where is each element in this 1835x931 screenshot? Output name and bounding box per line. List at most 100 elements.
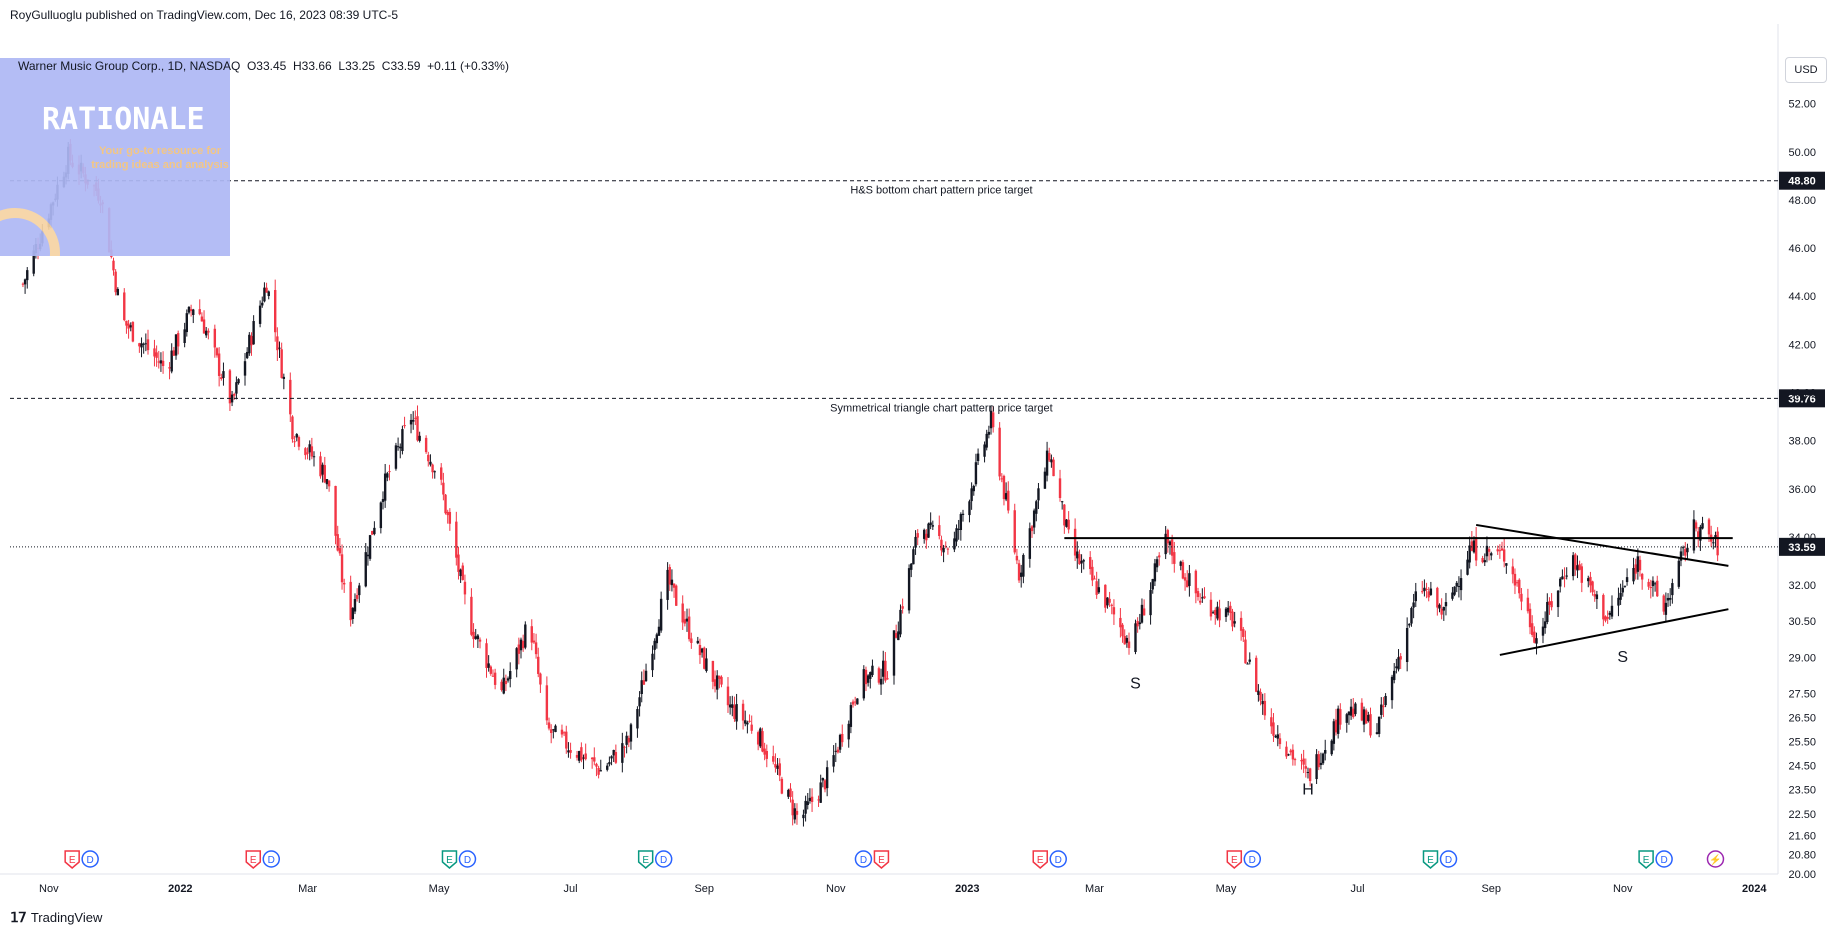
candle-body — [1395, 666, 1398, 669]
chart-svg[interactable]: H&S bottom chart pattern price target 48.… — [0, 24, 1835, 904]
hline-label-0: H&S bottom chart pattern price target — [850, 185, 1032, 197]
tradingview-footer[interactable]: 𝟣𝟩 TradingView — [10, 909, 102, 926]
y-tick-label: 34.00 — [1788, 532, 1816, 544]
candle-body — [614, 752, 618, 763]
candle-body — [351, 608, 355, 620]
candle-body — [1483, 560, 1486, 563]
candle-body — [897, 631, 900, 641]
candle-body — [1604, 616, 1607, 621]
candle-body — [1211, 612, 1215, 614]
candle-body — [545, 685, 549, 721]
candle-body — [440, 467, 443, 480]
candle-body — [776, 765, 779, 769]
candle-body — [886, 678, 889, 680]
event-letter: E — [878, 855, 885, 866]
candle-body — [424, 437, 428, 453]
candle-body — [414, 417, 417, 419]
candle-body — [1474, 537, 1478, 561]
candle-body — [1459, 578, 1463, 591]
candle-body — [1173, 552, 1176, 564]
candle-body — [1589, 576, 1592, 586]
candle-body — [959, 514, 963, 530]
candle-body — [711, 660, 715, 682]
candle-body — [1246, 663, 1249, 665]
candle-body — [912, 549, 915, 565]
candle-body — [291, 416, 294, 440]
candle-body — [608, 762, 611, 765]
candle-body — [1263, 700, 1267, 716]
candle-body — [836, 749, 840, 753]
candle-body — [306, 452, 309, 454]
event-letter: D — [464, 855, 471, 866]
candle-body — [735, 704, 738, 722]
candle-body — [838, 734, 842, 750]
candle-body — [487, 663, 490, 668]
candle-body — [116, 288, 120, 296]
candle-body — [946, 548, 950, 550]
candle-body — [1410, 608, 1413, 624]
candle-body — [851, 701, 855, 705]
candle-body — [670, 579, 674, 586]
candle-body — [23, 279, 27, 285]
candle-body — [825, 767, 829, 789]
candle-body — [1632, 567, 1635, 582]
candle-body — [640, 680, 643, 694]
candle-body — [1429, 588, 1433, 595]
candle-body — [1377, 716, 1381, 734]
candle-body — [998, 427, 1001, 477]
candle-body — [666, 569, 669, 600]
candle-body — [1436, 587, 1439, 608]
candle-body — [334, 485, 337, 536]
candle-body — [1020, 572, 1023, 577]
candle-body — [976, 453, 980, 462]
candle-body — [1347, 711, 1351, 716]
candle-body — [312, 456, 316, 458]
pattern-label-1: H — [1302, 782, 1314, 799]
candle-body — [1242, 629, 1245, 637]
candle-body — [597, 767, 600, 775]
event-letter: D — [1055, 855, 1062, 866]
candle-body — [1533, 631, 1536, 643]
candle-body — [1559, 578, 1562, 587]
tradingview-logo-icon: 𝟣𝟩 — [10, 909, 27, 925]
candle-body — [524, 624, 527, 648]
candle-body — [929, 522, 932, 525]
candle-body — [409, 419, 413, 425]
candle-body — [1699, 526, 1702, 541]
dividend-event-icon — [262, 850, 281, 868]
event-letter: ⚡ — [1709, 853, 1721, 866]
candle-body — [1121, 624, 1124, 637]
candle-body — [489, 666, 493, 674]
candle-body — [892, 630, 896, 676]
candle-body — [539, 673, 542, 685]
candle-body — [1451, 592, 1454, 599]
candle-body — [1587, 578, 1590, 582]
y-tick-label: 24.50 — [1788, 761, 1816, 773]
candle-body — [340, 554, 344, 583]
chart-area[interactable]: H&S bottom chart pattern price target 48.… — [0, 24, 1835, 904]
candle-body — [265, 287, 268, 293]
candle-body — [720, 676, 723, 685]
candle-body — [1412, 602, 1415, 608]
price-tag-bg-2 — [1779, 537, 1825, 556]
candle-body — [310, 446, 314, 457]
candle-body — [1576, 565, 1579, 571]
candle-body — [1511, 566, 1514, 575]
currency-button[interactable]: USD — [1785, 57, 1827, 83]
candle-body — [411, 419, 415, 422]
candle-body — [280, 349, 283, 378]
y-tick-label: 30.50 — [1788, 616, 1816, 628]
candle-body — [690, 638, 693, 643]
event-letter: D — [268, 855, 275, 866]
candle-body — [506, 678, 510, 681]
candle-body — [1414, 591, 1417, 602]
candle-body — [1272, 722, 1275, 736]
earnings-event-icon — [441, 850, 458, 869]
candle-body — [403, 425, 406, 427]
candle-body — [957, 528, 960, 530]
candle-body — [1623, 585, 1627, 587]
candle-body — [455, 521, 458, 558]
candle-body — [728, 704, 732, 708]
candle-body — [491, 675, 495, 677]
candle-body — [233, 394, 236, 396]
